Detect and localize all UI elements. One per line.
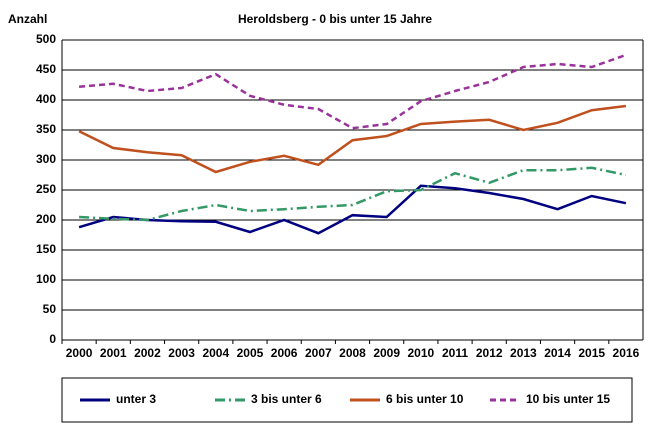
x-tick-label: 2005 [237,346,264,360]
y-tick-label: 250 [36,182,56,196]
x-tick-label: 2000 [66,346,93,360]
x-tick-label: 2001 [100,346,127,360]
x-tick-label: 2003 [168,346,195,360]
y-tick-label: 150 [36,242,56,256]
series-line [78,104,627,174]
x-tick-label: 2002 [134,346,161,360]
x-tick-label: 2008 [339,346,366,360]
series-line [78,184,627,235]
series-line [79,166,627,222]
legend-label: 6 bis unter 10 [386,392,464,406]
y-tick-label: 0 [49,332,56,346]
x-tick-label: 2004 [202,346,229,360]
chart-title: Heroldsberg - 0 bis unter 15 Jahre [238,12,432,26]
y-tick-label: 400 [36,92,56,106]
y-tick-label: 500 [36,32,56,46]
y-axis-label: Anzahl [8,12,47,26]
legend-label: unter 3 [116,392,156,406]
x-tick-label: 2014 [544,346,571,360]
y-tick-label: 350 [36,122,56,136]
y-tick-label: 200 [36,212,56,226]
x-tick-label: 2013 [510,346,537,360]
x-tick-label: 2016 [613,346,640,360]
y-tick-label: 300 [36,152,56,166]
legend-box [61,377,633,423]
y-tick-label: 450 [36,62,56,76]
series-line [78,53,627,130]
x-tick-label: 2009 [373,346,400,360]
x-tick-label: 2012 [476,346,503,360]
y-tick-label: 100 [36,272,56,286]
x-tick-label: 2011 [442,346,468,360]
legend-label: 10 bis unter 15 [526,392,610,406]
x-tick-label: 2015 [578,346,605,360]
legend-label: 3 bis unter 6 [251,392,322,406]
x-tick-label: 2007 [305,346,332,360]
x-tick-label: 2006 [271,346,298,360]
x-tick-label: 2010 [408,346,435,360]
y-tick-label: 50 [43,302,57,316]
